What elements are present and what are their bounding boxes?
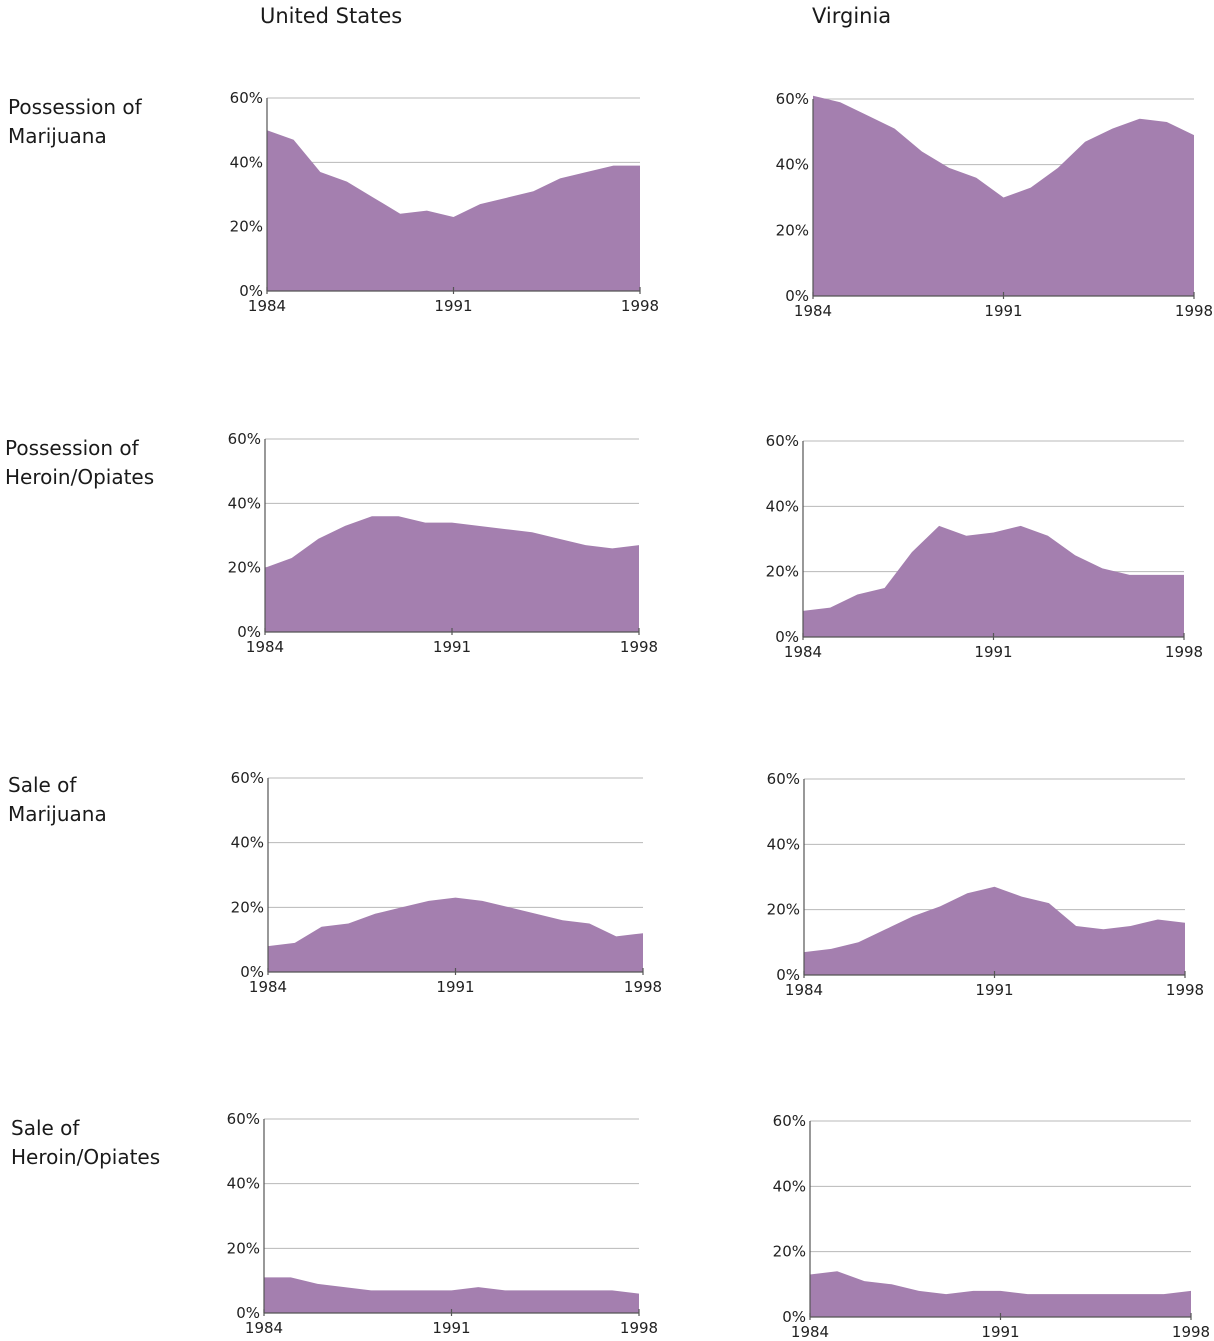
y-tick-label: 20% bbox=[228, 559, 261, 577]
y-tick-label: 20% bbox=[230, 218, 263, 236]
y-tick-label: 0% bbox=[239, 282, 263, 300]
x-tick-label: 1998 bbox=[621, 297, 659, 315]
x-tick-label: 1984 bbox=[246, 638, 284, 656]
x-tick-label: 1998 bbox=[1175, 302, 1213, 320]
y-tick-label: 40% bbox=[231, 834, 264, 852]
x-tick-label: 1984 bbox=[784, 643, 822, 661]
x-tick-label: 1991 bbox=[984, 302, 1022, 320]
row-label-line: Heroin/Opiates bbox=[5, 465, 155, 489]
area-series bbox=[264, 1277, 639, 1313]
x-tick-label: 1984 bbox=[245, 1319, 283, 1337]
x-tick-label: 1991 bbox=[975, 981, 1013, 999]
row-label-line: Marijuana bbox=[8, 802, 107, 826]
y-tick-label: 40% bbox=[230, 153, 263, 171]
area-chart: 0% 20% 40% 60% 1984 1991 1998 bbox=[766, 432, 1203, 661]
area-series bbox=[265, 516, 639, 632]
area-chart: 0% 20% 40% 60% 1984 1991 1998 bbox=[773, 1112, 1210, 1341]
row-label-possession-marijuana: Possession of Marijuana bbox=[8, 93, 142, 151]
y-tick-label: 20% bbox=[776, 221, 809, 239]
row-label-possession-heroin: Possession of Heroin/Opiates bbox=[5, 434, 154, 492]
area-chart: 0% 20% 40% 60% 1984 1991 1998 bbox=[228, 430, 658, 656]
y-tick-label: 20% bbox=[766, 563, 799, 581]
y-tick-label: 0% bbox=[782, 1308, 806, 1326]
x-tick-label: 1991 bbox=[981, 1323, 1019, 1341]
x-tick-label: 1991 bbox=[436, 978, 474, 996]
y-tick-label: 60% bbox=[773, 1112, 806, 1130]
y-tick-label: 40% bbox=[776, 156, 809, 174]
y-tick-label: 60% bbox=[227, 1110, 260, 1128]
y-tick-label: 40% bbox=[228, 494, 261, 512]
area-chart: 0% 20% 40% 60% 1984 1991 1998 bbox=[231, 769, 662, 996]
column-header-united-states: United States bbox=[260, 4, 403, 28]
y-tick-label: 0% bbox=[240, 963, 264, 981]
x-tick-label: 1984 bbox=[791, 1323, 829, 1341]
x-tick-label: 1984 bbox=[794, 302, 832, 320]
x-tick-label: 1984 bbox=[249, 978, 287, 996]
y-tick-label: 60% bbox=[228, 430, 261, 448]
y-tick-label: 60% bbox=[766, 432, 799, 450]
area-chart: 0% 20% 40% 60% 1984 1991 1998 bbox=[227, 1110, 658, 1337]
row-label-sale-heroin: Sale of Heroin/Opiates bbox=[11, 1114, 160, 1172]
area-series bbox=[804, 886, 1185, 975]
y-tick-label: 0% bbox=[237, 623, 261, 641]
area-series bbox=[803, 525, 1184, 637]
row-label-line: Possession of bbox=[5, 436, 139, 460]
area-series bbox=[810, 1271, 1191, 1317]
y-tick-label: 60% bbox=[776, 90, 809, 108]
row-label-line: Sale of bbox=[11, 1116, 80, 1140]
area-series bbox=[813, 95, 1194, 296]
y-tick-label: 40% bbox=[773, 1177, 806, 1195]
y-tick-label: 0% bbox=[776, 966, 800, 984]
y-tick-label: 60% bbox=[767, 770, 800, 788]
y-tick-label: 60% bbox=[230, 89, 263, 107]
x-tick-label: 1998 bbox=[624, 978, 662, 996]
area-series bbox=[268, 897, 643, 972]
row-label-line: Sale of bbox=[8, 773, 77, 797]
y-tick-label: 40% bbox=[227, 1175, 260, 1193]
area-chart: 0% 20% 40% 60% 1984 1991 1998 bbox=[776, 90, 1213, 320]
area-series bbox=[267, 130, 640, 291]
y-tick-label: 60% bbox=[231, 769, 264, 787]
row-label-line: Heroin/Opiates bbox=[11, 1145, 161, 1169]
x-tick-label: 1984 bbox=[785, 981, 823, 999]
x-tick-label: 1998 bbox=[1166, 981, 1204, 999]
x-tick-label: 1998 bbox=[1172, 1323, 1210, 1341]
x-tick-label: 1991 bbox=[974, 643, 1012, 661]
row-label-sale-marijuana: Sale of Marijuana bbox=[8, 771, 107, 829]
y-tick-label: 20% bbox=[773, 1243, 806, 1261]
x-tick-label: 1991 bbox=[433, 638, 471, 656]
y-tick-label: 0% bbox=[775, 628, 799, 646]
y-tick-label: 20% bbox=[227, 1239, 260, 1257]
y-tick-label: 0% bbox=[785, 287, 809, 305]
x-tick-label: 1991 bbox=[434, 297, 472, 315]
x-tick-label: 1991 bbox=[432, 1319, 470, 1337]
x-tick-label: 1984 bbox=[248, 297, 286, 315]
area-chart: 0% 20% 40% 60% 1984 1991 1998 bbox=[230, 89, 659, 315]
x-tick-label: 1998 bbox=[620, 1319, 658, 1337]
y-tick-label: 0% bbox=[236, 1304, 260, 1322]
area-chart: 0% 20% 40% 60% 1984 1991 1998 bbox=[767, 770, 1204, 999]
y-tick-label: 40% bbox=[767, 835, 800, 853]
x-tick-label: 1998 bbox=[620, 638, 658, 656]
y-tick-label: 20% bbox=[767, 901, 800, 919]
column-header-virginia: Virginia bbox=[812, 4, 892, 28]
row-label-line: Possession of bbox=[8, 95, 142, 119]
y-tick-label: 40% bbox=[766, 497, 799, 515]
y-tick-label: 20% bbox=[231, 898, 264, 916]
x-tick-label: 1998 bbox=[1165, 643, 1203, 661]
row-label-line: Marijuana bbox=[8, 124, 107, 148]
